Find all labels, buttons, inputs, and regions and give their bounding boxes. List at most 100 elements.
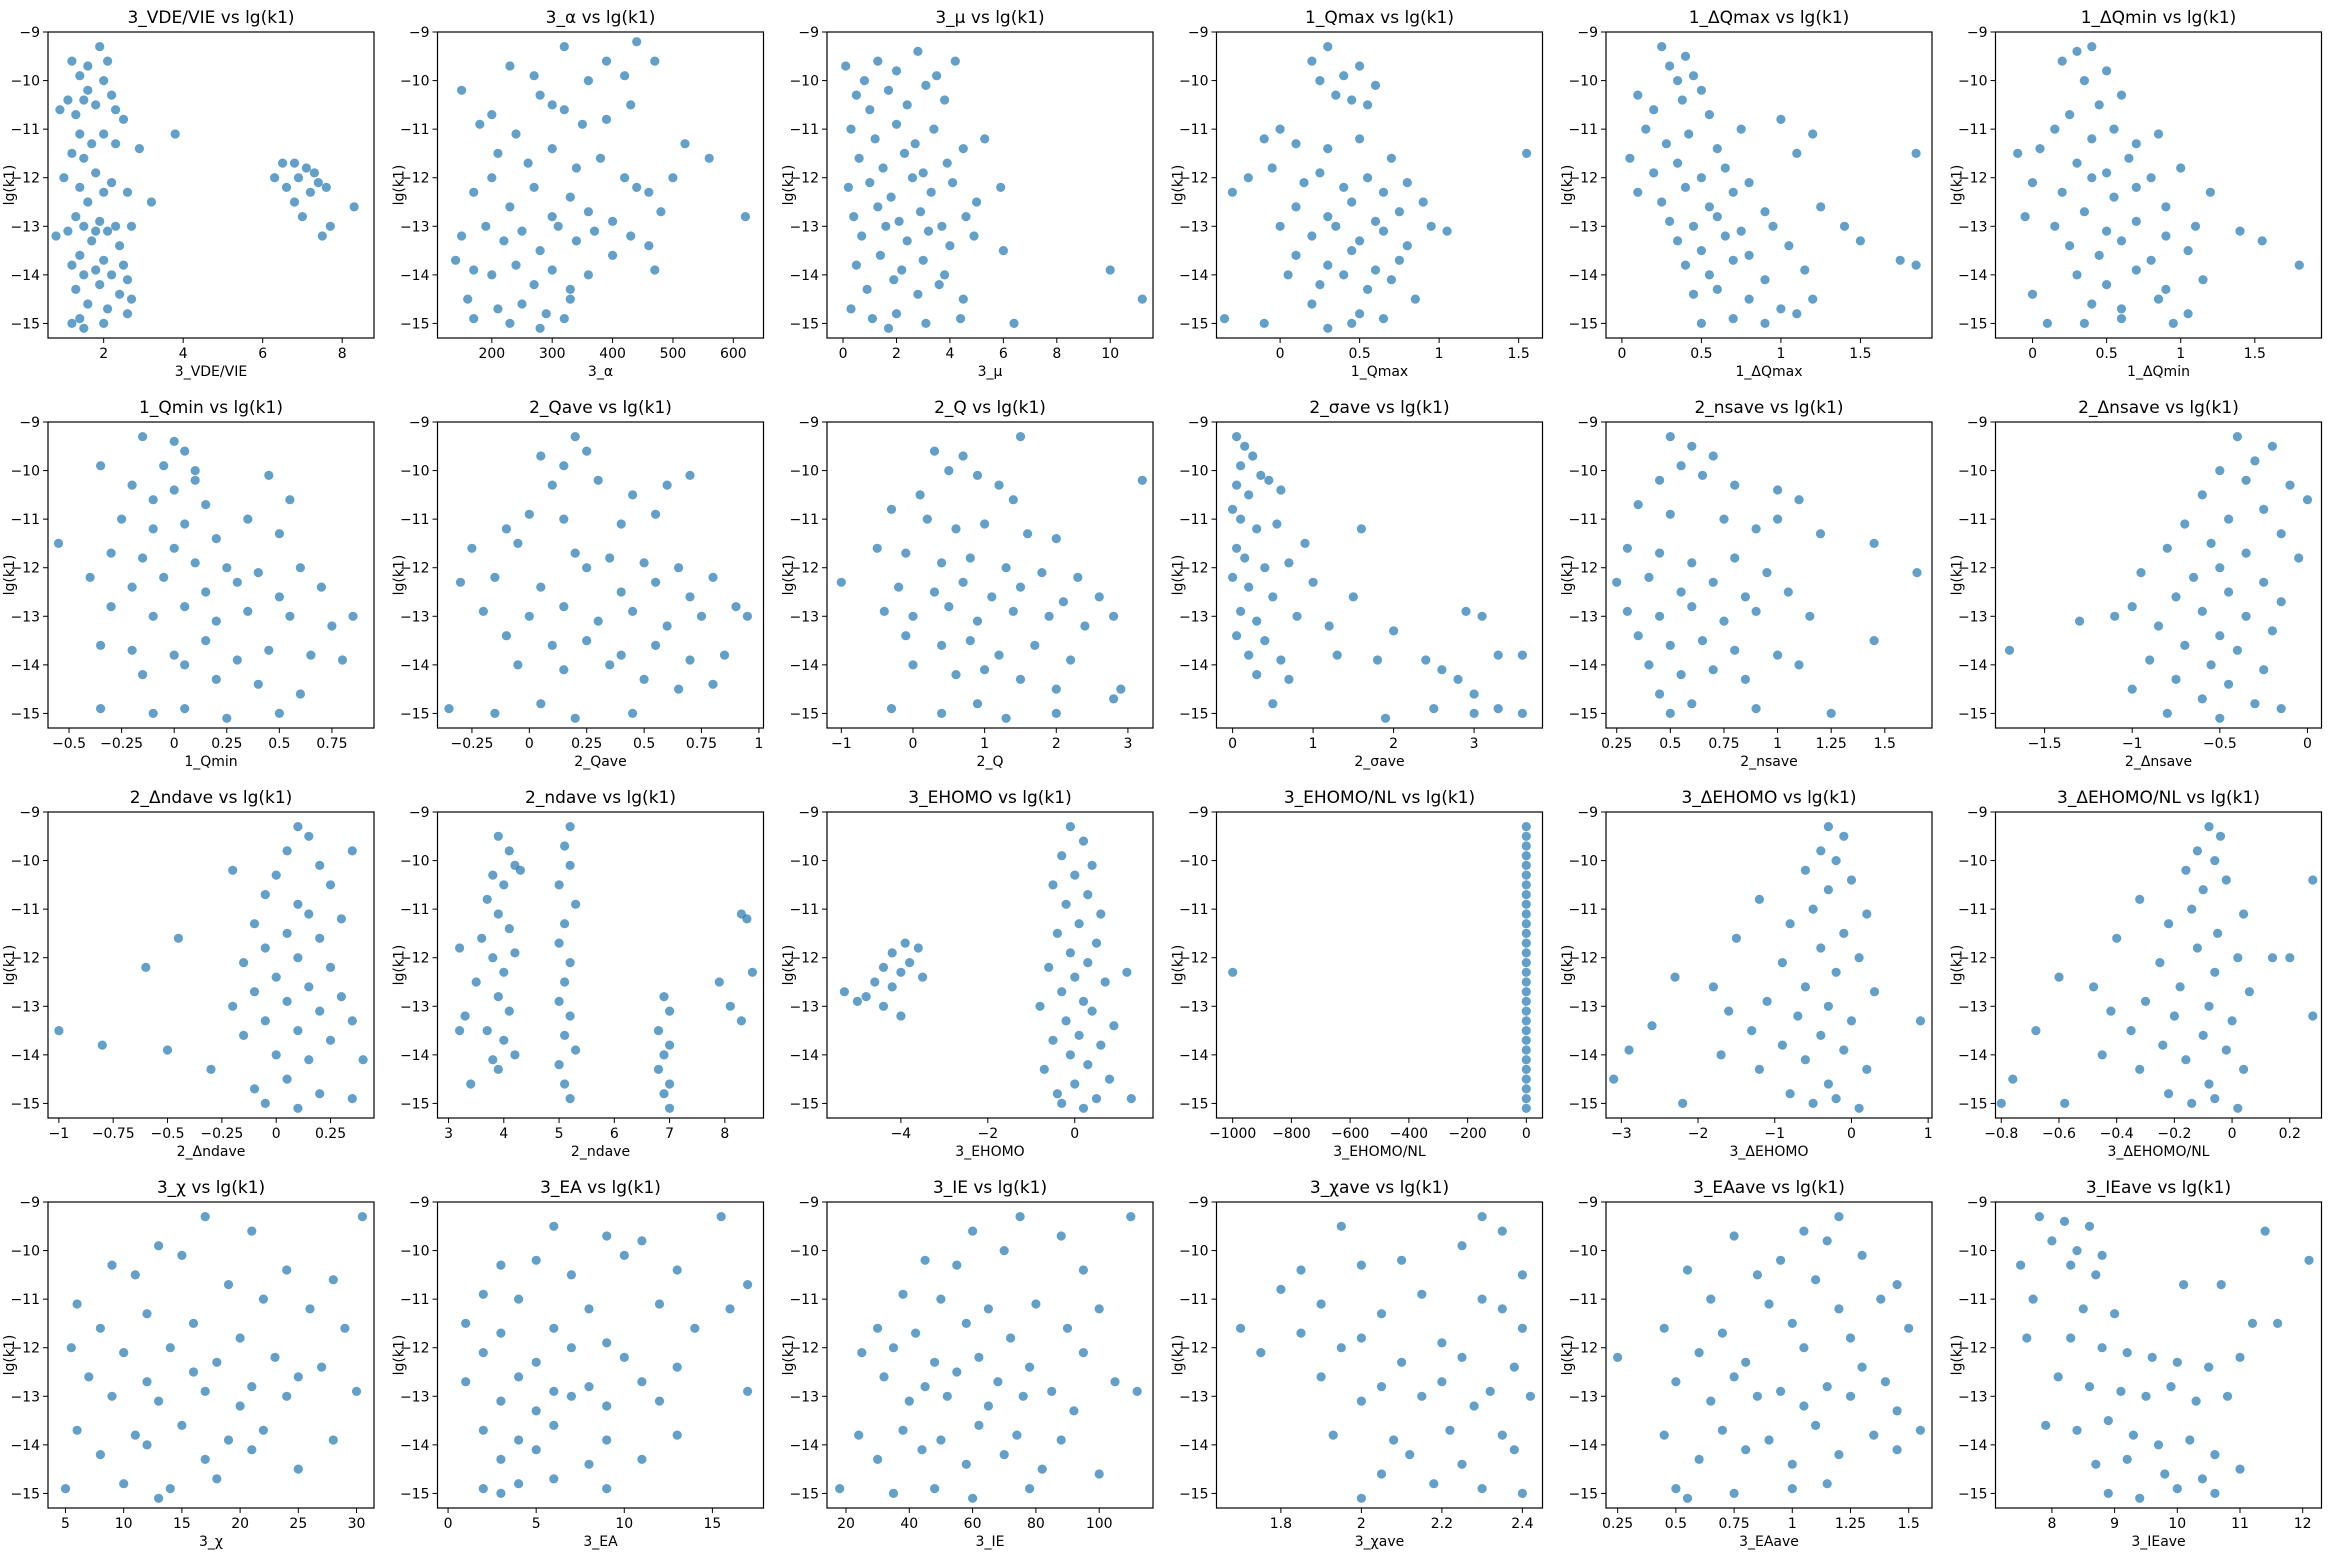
data-point bbox=[95, 42, 105, 52]
data-point bbox=[1477, 611, 1487, 621]
data-point bbox=[1521, 919, 1531, 929]
scatter-panel: 2_Q vs lg(k1)−1 0 1 2 3−15−14−13−12−11−10−92… bbox=[781, 398, 1154, 770]
data-point bbox=[148, 708, 158, 719]
data-point bbox=[873, 56, 883, 66]
data-point bbox=[2047, 1236, 2057, 1246]
data-point bbox=[922, 514, 932, 524]
data-point bbox=[872, 543, 882, 553]
y-tick-label: −11 bbox=[1568, 512, 1598, 528]
x-tick-label: 6 bbox=[610, 1126, 619, 1142]
panel-title: 3_μ vs lg(k1) bbox=[935, 8, 1044, 28]
data-point bbox=[1794, 660, 1804, 670]
data-point bbox=[271, 972, 281, 982]
x-tick-label: −0.4 bbox=[2100, 1126, 2134, 1142]
data-point bbox=[2185, 1435, 2195, 1445]
panel-title: 1_ΔQmin vs lg(k1) bbox=[2081, 8, 2237, 28]
data-point bbox=[1655, 475, 1665, 485]
data-point bbox=[560, 919, 570, 929]
data-point bbox=[891, 66, 902, 76]
data-point bbox=[1094, 1469, 1104, 1479]
data-point bbox=[901, 548, 911, 558]
x-tick-label: −1 bbox=[831, 736, 852, 752]
data-point bbox=[1397, 1357, 1407, 1367]
data-point bbox=[1132, 1386, 1142, 1396]
scatter-panel: 3_α vs lg(k1)200 300 400 500 600−15−14−13−12… bbox=[392, 8, 765, 380]
scatter-panel: 3_ΔEHOMO/NL vs lg(k1)−0.8 −0.6 −0.4 −0.2 0 0.… bbox=[1950, 788, 2323, 1160]
data-point bbox=[2180, 640, 2190, 651]
data-point bbox=[1521, 890, 1531, 900]
data-point bbox=[169, 485, 179, 495]
data-point bbox=[514, 1479, 524, 1489]
data-point bbox=[347, 1094, 357, 1104]
data-point bbox=[628, 708, 638, 719]
data-point bbox=[201, 636, 211, 646]
data-point bbox=[159, 572, 169, 583]
data-point bbox=[293, 1372, 303, 1382]
data-point bbox=[325, 880, 336, 890]
data-point bbox=[501, 631, 511, 641]
data-point bbox=[1410, 294, 1420, 304]
data-point bbox=[253, 679, 263, 689]
data-point bbox=[908, 660, 918, 670]
data-point bbox=[99, 187, 109, 197]
data-point bbox=[2124, 153, 2134, 163]
data-point bbox=[1339, 182, 1349, 192]
data-point bbox=[888, 1488, 899, 1498]
data-point bbox=[549, 1420, 559, 1430]
x-axis-label: 2_Qave bbox=[574, 754, 626, 770]
data-point bbox=[260, 943, 270, 953]
x-tick-label: 0.25 bbox=[211, 736, 242, 752]
data-point bbox=[1521, 1016, 1531, 1026]
data-point bbox=[2176, 163, 2186, 173]
y-tick-label: −15 bbox=[1179, 1096, 1209, 1112]
data-point bbox=[469, 314, 479, 324]
x-tick-label: 3 bbox=[444, 1126, 453, 1142]
data-point bbox=[1800, 865, 1810, 875]
x-tick-label: −0.5 bbox=[52, 736, 86, 752]
x-tick-label: 1.25 bbox=[1835, 1516, 1866, 1532]
data-point bbox=[2050, 124, 2060, 134]
data-point bbox=[2250, 699, 2260, 709]
x-tick-label: −600 bbox=[1331, 1126, 1369, 1142]
data-point bbox=[1356, 524, 1366, 534]
data-point bbox=[902, 100, 912, 110]
y-tick-label: −14 bbox=[10, 268, 40, 284]
data-point bbox=[75, 182, 85, 192]
data-point bbox=[529, 182, 539, 192]
data-point bbox=[672, 1265, 682, 1275]
y-tick-label: −11 bbox=[400, 122, 430, 138]
y-tick-label: −13 bbox=[1568, 219, 1598, 235]
data-point bbox=[260, 1098, 270, 1108]
data-point bbox=[1854, 953, 1864, 963]
data-point bbox=[656, 207, 666, 217]
data-point bbox=[531, 1406, 541, 1416]
data-point bbox=[841, 61, 851, 71]
y-tick-label: −11 bbox=[10, 902, 40, 918]
data-point bbox=[1799, 1343, 1809, 1353]
data-point bbox=[1834, 1304, 1844, 1314]
data-point bbox=[1331, 90, 1341, 100]
data-point bbox=[2161, 231, 2171, 241]
data-point bbox=[2235, 1352, 2245, 1362]
data-point bbox=[148, 495, 158, 505]
data-point bbox=[1633, 90, 1643, 100]
data-point bbox=[72, 1425, 82, 1435]
panel-title: 3_χ vs lg(k1) bbox=[157, 1178, 265, 1198]
data-point bbox=[188, 1318, 199, 1328]
y-tick-label: −14 bbox=[1958, 268, 1988, 284]
data-point bbox=[1517, 650, 1527, 660]
data-point bbox=[878, 962, 889, 973]
data-point bbox=[103, 304, 113, 314]
data-point bbox=[2183, 309, 2193, 319]
data-point bbox=[851, 90, 862, 100]
data-point bbox=[91, 168, 101, 178]
y-tick-label: −10 bbox=[789, 854, 819, 870]
x-tick-label: −4 bbox=[891, 1126, 912, 1142]
data-point bbox=[1680, 51, 1691, 61]
data-point bbox=[496, 1454, 506, 1464]
plot-frame bbox=[826, 421, 1154, 729]
data-point bbox=[1296, 1328, 1306, 1338]
data-point bbox=[1862, 1064, 1872, 1074]
data-point bbox=[1521, 1006, 1531, 1016]
data-point bbox=[1240, 441, 1250, 451]
